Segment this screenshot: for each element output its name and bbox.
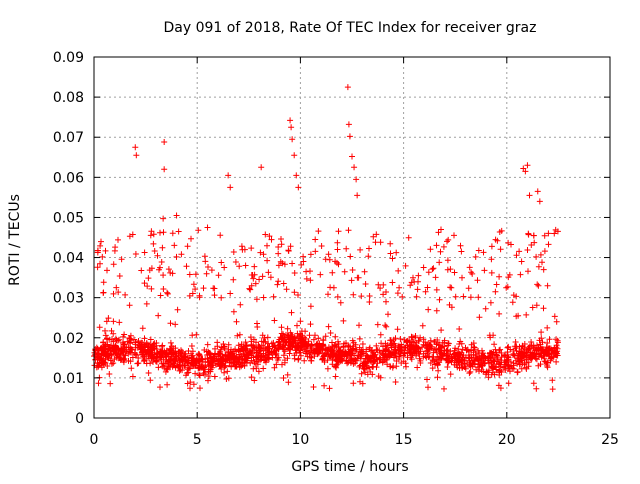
roti-outlier-point (225, 172, 232, 179)
roti-outlier-point (536, 198, 543, 205)
roti-outlier-point (524, 162, 531, 169)
roti-outlier-point (351, 164, 358, 171)
roti-outlier-point (161, 166, 168, 173)
roti-outlier-point (133, 152, 140, 159)
axis-ticks (93, 56, 611, 419)
roti-outlier-point (344, 84, 351, 91)
x-tick-label: 10 (291, 432, 309, 448)
y-tick-label: 0.05 (53, 210, 84, 226)
y-tick-label: 0.06 (53, 170, 84, 186)
roti-outlier-point (204, 224, 211, 231)
roti-outlier-point (346, 133, 353, 140)
roti-outlier-point (291, 152, 298, 159)
x-tick-label: 15 (395, 432, 413, 448)
grid-lines (94, 57, 610, 418)
y-tick-label: 0.07 (53, 130, 84, 146)
roti-outlier-point (349, 153, 355, 160)
roti-outlier-point (293, 172, 300, 179)
x-tick-label: 0 (90, 432, 99, 448)
roti-outlier-point (551, 230, 558, 237)
roti-outlier-point (289, 136, 296, 143)
roti-outlier-point (132, 144, 139, 151)
roti-outlier-point (345, 121, 352, 128)
x-tick-label: 25 (601, 432, 619, 448)
y-tick-label: 0.02 (53, 331, 84, 347)
plot-frame (93, 56, 611, 419)
y-tick-label: 0.09 (53, 50, 84, 66)
data-points (91, 84, 561, 393)
roti-outlier-point (160, 215, 167, 222)
y-tick-label: 0 (75, 411, 84, 427)
y-tick-label: 0.03 (53, 291, 84, 307)
roti-outlier-point (354, 192, 361, 199)
roti-outlier-point (258, 164, 265, 171)
x-axis-label: GPS time / hours (291, 459, 408, 475)
y-axis-label: ROTI / TECUs (7, 194, 23, 286)
x-tick-label: 5 (193, 432, 202, 448)
roti-outlier-point (526, 192, 533, 199)
roti-outlier-point (161, 139, 168, 146)
roti-outlier-point (353, 176, 360, 183)
roti-outlier-point (288, 124, 295, 131)
roti-outlier-point (295, 184, 302, 191)
y-tick-label: 0.04 (53, 251, 84, 267)
roti-outlier-point (458, 248, 465, 255)
roti-outlier-point (534, 188, 541, 195)
roti-outlier-point (522, 168, 529, 175)
roti-outlier-point (227, 184, 234, 191)
roti-outlier-point (173, 212, 180, 219)
tick-labels: 0 5 10 15 20 25 0 0.01 0.02 0.03 0.04 0.05 0.06 0.07 0… (53, 50, 619, 448)
y-tick-label: 0.01 (53, 371, 84, 387)
roti-outlier-point (287, 117, 294, 124)
x-tick-label: 20 (498, 432, 516, 448)
chart-title: Day 091 of 2018, Rate Of TEC Index for r… (164, 20, 537, 36)
roti-outlier-point (175, 228, 182, 235)
y-tick-label: 0.08 (53, 90, 84, 106)
roti-point-cloud (91, 226, 561, 393)
